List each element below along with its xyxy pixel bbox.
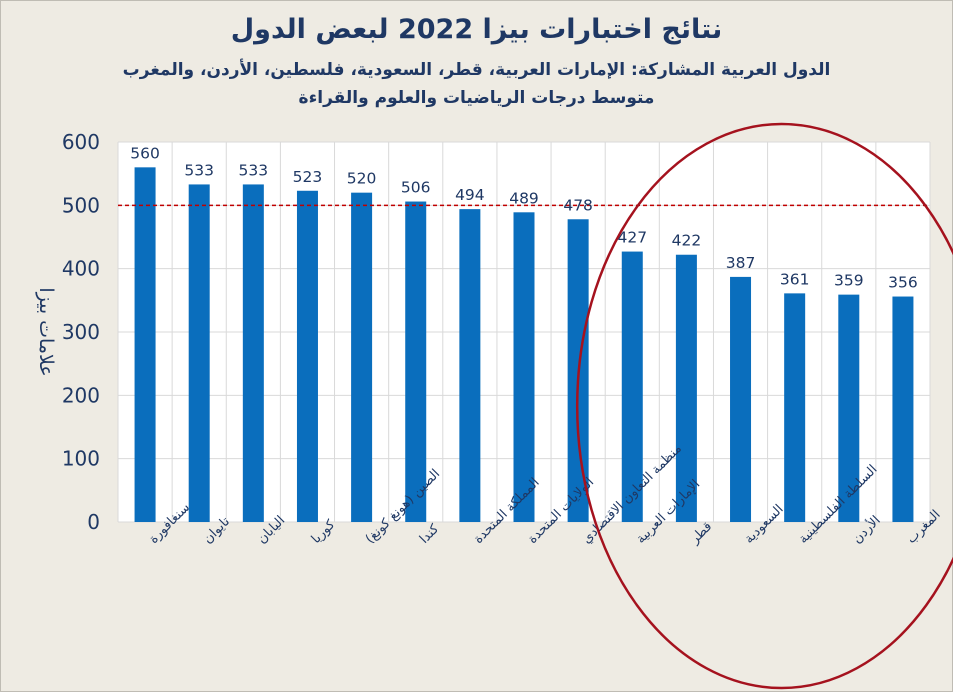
data-labels: 560 533 533 523 520 506 494 489 478 427 422 387 361 3…: [130, 144, 917, 291]
bar: [134, 167, 156, 523]
category-label: كندا: [417, 521, 443, 547]
y-tick-label: 100: [62, 447, 100, 471]
y-tick-label: 600: [62, 130, 100, 154]
bar: [405, 201, 427, 523]
bars: [134, 167, 914, 523]
bar: [351, 192, 373, 522]
bar: [242, 184, 264, 522]
y-axis-title: علامات بيزا: [35, 287, 57, 376]
data-label: 359: [834, 272, 864, 290]
y-tick-label: 300: [62, 320, 100, 344]
category-label: قطر: [687, 519, 715, 547]
data-label: 560: [130, 144, 160, 162]
data-label: 520: [347, 170, 377, 188]
y-tick-label: 400: [62, 257, 100, 281]
data-label: 533: [239, 161, 269, 179]
chart-subtitle-secondary: متوسط درجات الرياضيات والعلوم والقراءة: [298, 88, 655, 108]
bar: [730, 276, 752, 522]
y-tick-label: 200: [62, 383, 100, 407]
data-label: 387: [726, 254, 756, 272]
data-label: 478: [563, 196, 593, 214]
y-tick-label: 0: [87, 510, 100, 534]
bar: [675, 254, 697, 522]
bar: [188, 184, 210, 522]
data-label: 533: [184, 161, 214, 179]
bar: [621, 251, 643, 523]
y-axis-ticks: 0 100 200 300 400 500 600: [62, 130, 100, 534]
bar: [784, 293, 806, 522]
chart-subtitle: الدول العربية المشاركة: الإمارات العربية…: [122, 60, 831, 80]
y-tick-label: 500: [62, 193, 100, 217]
data-label: 361: [780, 270, 810, 288]
data-label: 494: [455, 186, 485, 204]
data-label: 356: [888, 274, 918, 292]
bar: [513, 212, 535, 523]
bar: [459, 209, 481, 522]
bar: [892, 296, 914, 522]
chart-title: نتائج اختبارات بيزا 2022 لبعض الدول: [230, 14, 723, 45]
data-label: 427: [617, 229, 647, 247]
data-label: 506: [401, 179, 431, 197]
bar: [296, 190, 318, 522]
bar: [838, 294, 860, 522]
data-label: 422: [672, 232, 702, 250]
data-label: 489: [509, 189, 539, 207]
highlight-ellipse: [576, 122, 953, 690]
data-label: 523: [293, 168, 323, 186]
